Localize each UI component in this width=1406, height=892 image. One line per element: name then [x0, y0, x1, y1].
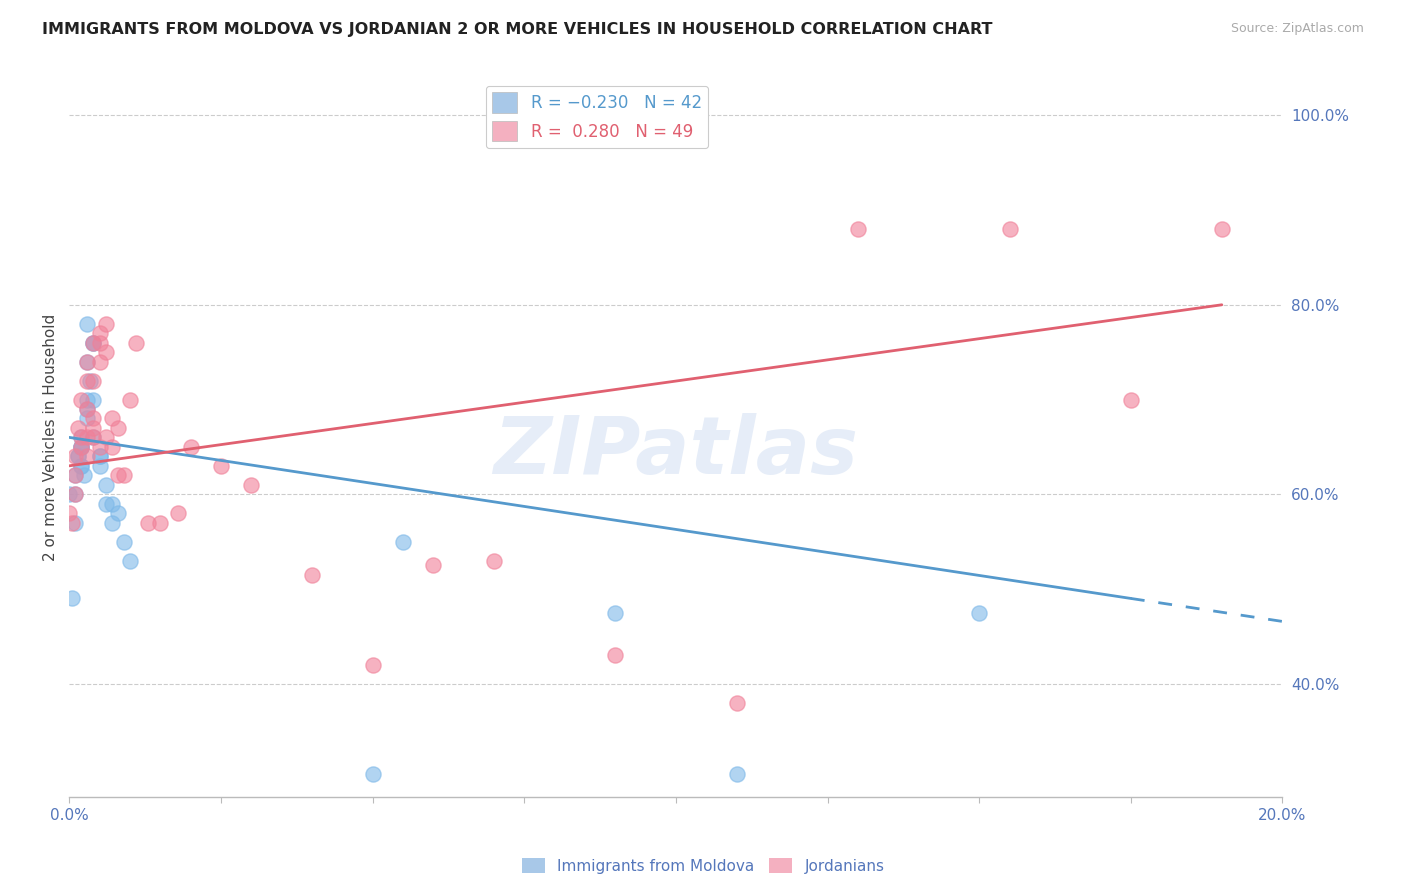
Point	[605, 648, 627, 663]
Point	[82, 430, 104, 444]
Point	[82, 411, 104, 425]
Point	[89, 450, 111, 464]
Point	[94, 345, 117, 359]
Point	[65, 516, 87, 530]
Point	[67, 450, 90, 464]
Point	[65, 487, 87, 501]
Point	[82, 374, 104, 388]
Point	[725, 766, 748, 780]
Point	[94, 497, 117, 511]
Point	[1211, 222, 1233, 236]
Point	[65, 450, 87, 464]
Point	[70, 440, 93, 454]
Point	[1119, 392, 1142, 407]
Point	[82, 430, 104, 444]
Point	[422, 558, 444, 573]
Point	[70, 392, 93, 407]
Point	[82, 335, 104, 350]
Point	[240, 477, 263, 491]
Point	[118, 392, 141, 407]
Point	[76, 402, 98, 417]
Point	[392, 534, 415, 549]
Point	[70, 440, 93, 454]
Point	[70, 440, 93, 454]
Point	[301, 567, 323, 582]
Point	[76, 317, 98, 331]
Point	[100, 497, 122, 511]
Point	[107, 506, 129, 520]
Point	[89, 335, 111, 350]
Point	[65, 468, 87, 483]
Point	[70, 430, 93, 444]
Point	[58, 506, 80, 520]
Point	[89, 354, 111, 368]
Point	[76, 450, 98, 464]
Point	[67, 421, 90, 435]
Point	[76, 392, 98, 407]
Point	[94, 317, 117, 331]
Legend: R = −0.230   N = 42, R =  0.280   N = 49: R = −0.230 N = 42, R = 0.280 N = 49	[485, 86, 709, 148]
Point	[136, 516, 159, 530]
Point	[70, 440, 93, 454]
Point	[100, 516, 122, 530]
Text: Source: ZipAtlas.com: Source: ZipAtlas.com	[1230, 22, 1364, 36]
Point	[180, 440, 202, 454]
Point	[94, 477, 117, 491]
Point	[112, 468, 135, 483]
Point	[60, 516, 83, 530]
Point	[82, 392, 104, 407]
Point	[125, 335, 148, 350]
Point	[70, 458, 93, 473]
Point	[107, 421, 129, 435]
Point	[605, 606, 627, 620]
Point	[65, 487, 87, 501]
Point	[361, 657, 384, 672]
Point	[76, 354, 98, 368]
Point	[76, 411, 98, 425]
Point	[82, 335, 104, 350]
Point	[209, 458, 232, 473]
Point	[167, 506, 190, 520]
Text: ZIPatlas: ZIPatlas	[494, 413, 858, 491]
Point	[76, 354, 98, 368]
Point	[107, 468, 129, 483]
Point	[967, 606, 990, 620]
Point	[89, 450, 111, 464]
Point	[76, 374, 98, 388]
Point	[89, 440, 111, 454]
Point	[112, 534, 135, 549]
Point	[70, 430, 93, 444]
Legend: Immigrants from Moldova, Jordanians: Immigrants from Moldova, Jordanians	[516, 852, 890, 880]
Point	[998, 222, 1021, 236]
Point	[361, 766, 384, 780]
Point	[82, 421, 104, 435]
Point	[89, 458, 111, 473]
Point	[482, 553, 505, 567]
Point	[65, 468, 87, 483]
Point	[76, 430, 98, 444]
Point	[60, 591, 83, 606]
Point	[58, 487, 80, 501]
Text: IMMIGRANTS FROM MOLDOVA VS JORDANIAN 2 OR MORE VEHICLES IN HOUSEHOLD CORRELATION: IMMIGRANTS FROM MOLDOVA VS JORDANIAN 2 O…	[42, 22, 993, 37]
Point	[76, 402, 98, 417]
Point	[100, 440, 122, 454]
Y-axis label: 2 or more Vehicles in Household: 2 or more Vehicles in Household	[44, 314, 58, 561]
Point	[73, 468, 96, 483]
Point	[89, 326, 111, 341]
Point	[67, 450, 90, 464]
Point	[725, 696, 748, 710]
Point	[118, 553, 141, 567]
Point	[82, 335, 104, 350]
Point	[94, 430, 117, 444]
Point	[149, 516, 172, 530]
Point	[79, 374, 101, 388]
Point	[70, 458, 93, 473]
Point	[846, 222, 869, 236]
Point	[100, 411, 122, 425]
